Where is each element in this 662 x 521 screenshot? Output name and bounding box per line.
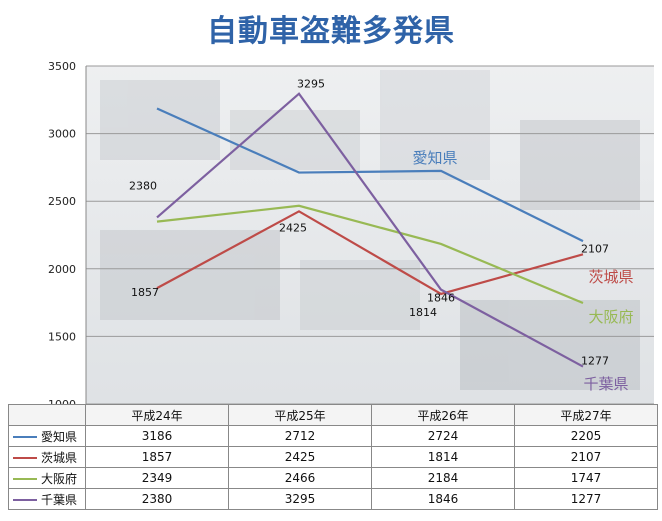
table-row-label: 茨城県 — [8, 446, 86, 468]
table-cell: 1857 — [85, 446, 229, 468]
table-row: 大阪府 2349 2466 2184 1747 — [8, 467, 658, 489]
y-tick-label: 1500 — [48, 330, 76, 343]
table-cell: 2712 — [228, 425, 372, 447]
data-label: 1846 — [427, 292, 455, 305]
table-cell: 2380 — [85, 488, 229, 510]
series-label: 愛知県 — [412, 149, 457, 167]
table-row: 愛知県 3186 2712 2724 2205 — [8, 425, 658, 447]
series-line — [156, 204, 584, 305]
table-row-label: 千葉県 — [8, 488, 86, 510]
plot-background — [86, 66, 654, 404]
table-cell: 2466 — [228, 467, 372, 489]
y-tick-label: 2000 — [48, 263, 76, 276]
data-label: 3295 — [297, 78, 325, 91]
series-label: 茨城県 — [588, 268, 633, 286]
data-label: 1814 — [409, 306, 437, 319]
table-cell: 2724 — [371, 425, 515, 447]
series-name: 愛知県 — [41, 429, 78, 444]
table-row: 千葉県 2380 3295 1846 1277 — [8, 488, 658, 510]
table-column-header: 平成26年 — [371, 404, 515, 426]
table-row: 茨城県 1857 2425 1814 2107 — [8, 446, 658, 468]
table-cell: 2205 — [514, 425, 658, 447]
legend-swatch — [13, 457, 37, 459]
table-cell: 2184 — [371, 467, 515, 489]
table-row-label: 愛知県 — [8, 425, 86, 447]
table-cell: 3186 — [85, 425, 229, 447]
table-cell: 3295 — [228, 488, 372, 510]
series-name: 千葉県 — [41, 492, 78, 507]
legend-swatch — [13, 499, 37, 501]
table-cell: 2349 — [85, 467, 229, 489]
data-label: 2425 — [279, 221, 307, 234]
data-label: 1277 — [581, 355, 609, 368]
series-name: 大阪府 — [41, 471, 78, 486]
data-label: 2107 — [581, 242, 609, 255]
table-cell: 2107 — [514, 446, 658, 468]
table-cell: 2425 — [228, 446, 372, 468]
series-line — [156, 92, 584, 368]
chart-title: 自動車盗難多発県 — [207, 14, 455, 49]
table-cell: 1814 — [371, 446, 515, 468]
data-label: 1857 — [131, 286, 159, 299]
y-axis: 100015002000250030003500 — [48, 60, 76, 411]
y-tick-label: 2500 — [48, 195, 76, 208]
table-corner — [8, 404, 86, 426]
y-tick-label: 3500 — [48, 60, 76, 73]
legend-swatch — [13, 436, 37, 438]
table-cell: 1277 — [514, 488, 658, 510]
series-name: 茨城県 — [41, 450, 78, 465]
table-row-label: 大阪府 — [8, 467, 86, 489]
table-column-header: 平成25年 — [228, 404, 372, 426]
series-label: 大阪府 — [588, 308, 633, 326]
legend-swatch — [13, 478, 37, 480]
table-cell: 1747 — [514, 467, 658, 489]
background-photo — [100, 70, 640, 390]
series-label: 千葉県 — [583, 375, 628, 393]
y-tick-label: 3000 — [48, 128, 76, 141]
table-column-header: 平成27年 — [514, 404, 658, 426]
table-header-row: 平成24年 平成25年 平成26年 平成27年 — [8, 404, 658, 426]
data-table: 平成24年 平成25年 平成26年 平成27年 愛知県 3186 2712 2724 2205… — [8, 404, 658, 510]
table-column-header: 平成24年 — [85, 404, 229, 426]
table-cell: 1846 — [371, 488, 515, 510]
data-label: 2380 — [129, 179, 157, 192]
series-lines — [156, 92, 584, 368]
series-line — [156, 107, 584, 243]
